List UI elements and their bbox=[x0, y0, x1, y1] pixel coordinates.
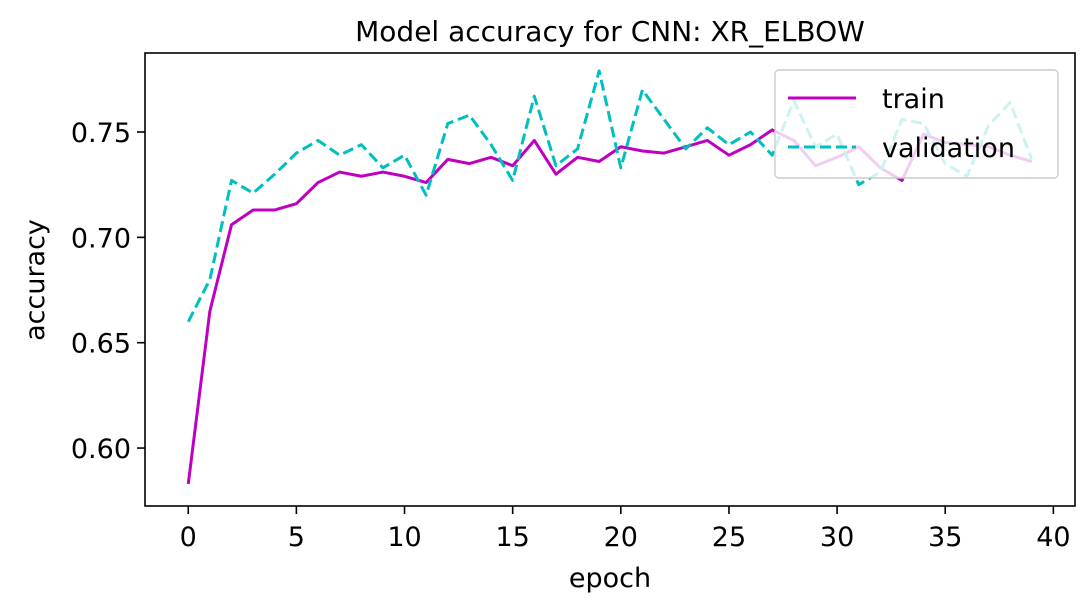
x-tick-label: 25 bbox=[712, 522, 746, 553]
x-axis-label: epoch bbox=[569, 563, 651, 594]
chart-title: Model accuracy for CNN: XR_ELBOW bbox=[355, 15, 865, 48]
x-tick-label: 0 bbox=[180, 522, 197, 553]
legend-label-train: train bbox=[882, 84, 945, 115]
x-tick-label: 20 bbox=[604, 522, 638, 553]
legend-label-validation: validation bbox=[882, 133, 1015, 164]
axes-frame bbox=[144, 52, 1076, 507]
y-tick-label: 0.70 bbox=[71, 223, 131, 254]
x-tick-label: 15 bbox=[495, 522, 529, 553]
x-tick-label: 30 bbox=[820, 522, 854, 553]
y-axis-label: accuracy bbox=[20, 219, 51, 341]
x-tick-label: 5 bbox=[288, 522, 305, 553]
x-axis: 0 5 10 15 20 25 30 35 40 bbox=[180, 506, 1071, 553]
legend: train validation bbox=[774, 69, 1059, 179]
x-tick-label: 35 bbox=[928, 522, 962, 553]
y-tick-label: 0.60 bbox=[71, 434, 131, 465]
y-axis: 0.60 0.65 0.70 0.75 bbox=[71, 118, 145, 465]
series-line-train bbox=[186, 128, 1033, 485]
x-tick-label: 10 bbox=[387, 522, 421, 553]
x-tick-label: 40 bbox=[1036, 522, 1070, 553]
y-tick-label: 0.75 bbox=[71, 118, 131, 149]
y-tick-label: 0.65 bbox=[71, 329, 131, 360]
